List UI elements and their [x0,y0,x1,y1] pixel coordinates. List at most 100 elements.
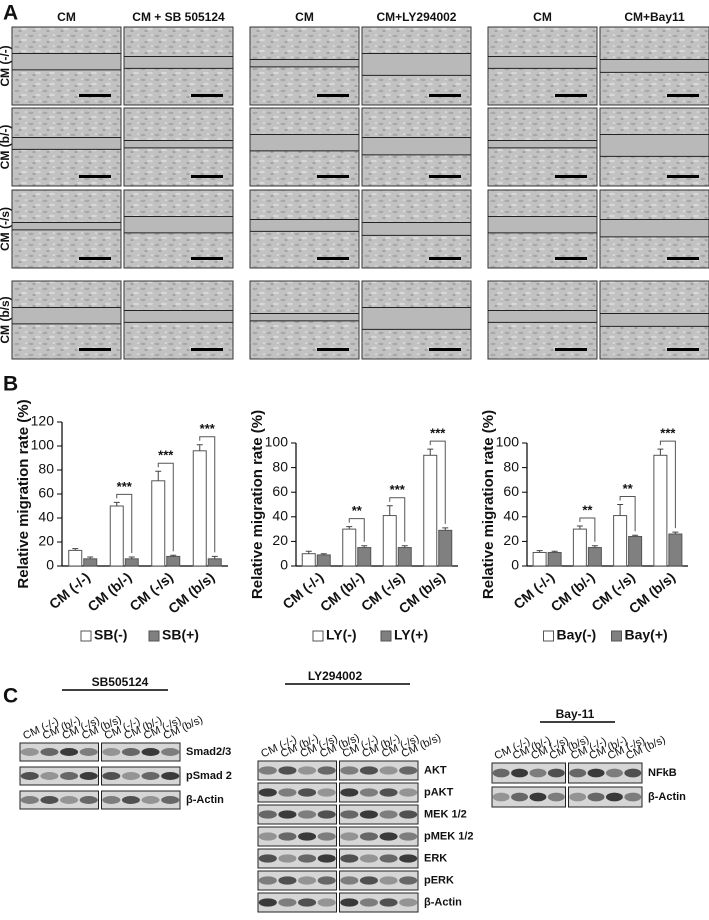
row-label: CM (b/s) [0,296,12,343]
protein-band [317,788,336,797]
protein-band [587,792,605,802]
protein-band [569,768,587,778]
wound-gap [488,216,597,233]
scale-bar [317,348,349,351]
protein-band [379,832,398,841]
band-label: β-Actin [424,896,462,908]
error-bar [657,448,664,456]
error-bar [672,531,679,535]
protein-band [359,810,378,819]
protein-band [317,766,336,775]
protein-band [102,748,121,756]
protein-band [298,766,317,775]
legend-swatch [611,630,622,642]
lane-label: CM (b/s) [624,734,667,763]
bar [342,528,357,567]
y-tick-label: 20 [503,532,519,548]
protein-band [102,772,121,780]
y-tick-label: 40 [503,508,519,524]
protein-band [298,898,317,907]
protein-band [258,810,277,819]
blot-strip [568,762,643,784]
bar [397,547,412,567]
legend-swatch [380,630,392,642]
legend-label: Bay(-) [557,627,597,643]
bar [124,558,139,567]
bar [357,547,372,567]
error-bar [576,525,583,530]
error-bar [617,504,624,516]
blot-strip [568,786,643,808]
wound-gap [362,222,471,236]
significance-bracket [389,497,406,542]
protein-band [278,766,297,775]
protein-band [40,796,59,804]
protein-band [161,772,180,780]
wound-gap [250,59,359,67]
y-tick-label: 0 [280,557,288,573]
legend-label: LY(-) [326,627,357,643]
protein-band [121,796,140,804]
protein-band [258,766,277,775]
scale-bar [667,175,699,178]
column-header: CM [533,10,552,24]
significance-bracket [116,493,133,553]
significance-label: ** [582,502,593,517]
bar [572,528,587,567]
blot-strip [257,892,337,913]
legend-label: LY(+) [394,627,428,643]
protein-band [141,796,160,804]
scale-bar [429,348,461,351]
error-bar [170,554,177,557]
significance-bracket [579,517,596,542]
blot-strip [257,760,337,781]
scale-bar [79,257,111,260]
blot-strip [19,790,99,810]
error-bar [87,556,94,559]
error-bar [361,545,368,548]
band-label: β-Actin [648,791,686,803]
protein-band [258,876,277,885]
y-axis-label: Relative migration rate (%) [249,410,266,599]
y-tick-label: 40 [38,509,54,525]
y-tick-label: 60 [38,485,54,501]
wound-gap [124,310,233,323]
significance-label: *** [158,448,174,463]
wound-gap [250,219,359,232]
protein-band [298,788,317,797]
protein-band [340,832,359,841]
protein-band [298,832,317,841]
blot-strip [491,786,566,808]
protein-band [317,854,336,863]
blot-strip [101,766,181,786]
panel-letter: C [3,685,18,708]
wound-gap [124,140,233,148]
band-label: β-Actin [186,794,224,806]
protein-band [79,796,98,804]
y-axis-label: Relative migration rate (%) [480,410,497,599]
blot-strip [339,870,419,891]
lane-label: CM (b/s) [400,732,443,761]
protein-band [102,796,121,804]
protein-band [605,792,623,802]
x-tick-label: CM (b/-) [547,569,597,615]
bar [207,558,222,567]
y-tick-label: 80 [503,458,519,474]
bar [532,551,547,567]
significance-label: *** [430,426,446,441]
y-axis-label: Relative migration rate (%) [15,399,32,588]
protein-band [298,876,317,885]
significance-label: *** [200,421,216,436]
blot-strip [257,782,337,803]
blot-strip [339,782,419,803]
y-tick-label: 120 [31,413,55,429]
legend-swatch [80,630,92,642]
protein-band [161,748,180,756]
protein-band [60,772,79,780]
blot-strip [339,826,419,847]
protein-band [511,792,529,802]
scale-bar [667,94,699,97]
lane-label: CM (b/s) [162,714,205,743]
protein-band [340,876,359,885]
